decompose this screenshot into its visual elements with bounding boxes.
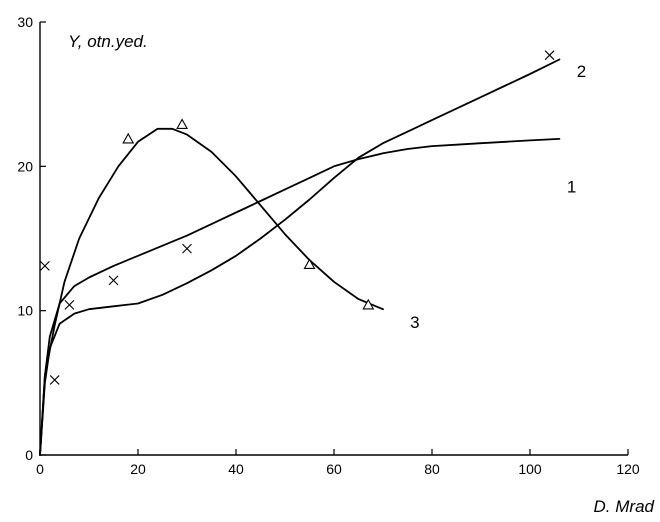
curve-label-2: 2 [577,62,586,81]
x-tick-label-3: 60 [326,461,342,477]
triangle-marker-1 [176,118,189,130]
labels: 1 2 3 [410,62,586,332]
curves [39,58,561,456]
cross-marker-5 [544,50,555,61]
y-tick-label-0: 0 [25,447,33,463]
y-tick-label-2: 20 [17,158,33,174]
curve-label-3: 3 [410,313,419,332]
cross-marker-3 [108,275,119,286]
triangle-marker-0 [122,132,135,144]
x-tick-label-0: 0 [36,461,44,477]
y-axis-label: Y, otn.yed. [68,32,148,51]
cross-marker-4 [182,243,192,254]
y-tick-label-1: 10 [17,303,33,319]
x-tick-label-1: 20 [130,461,146,477]
x-tick-label-6: 120 [616,461,640,477]
triangle-marker-3 [362,298,375,310]
curve-1 [39,138,561,456]
markers [40,50,555,385]
cross-marker-0 [40,261,50,271]
axes [39,22,628,456]
cross-marker-2 [64,300,75,310]
x-axis-label: D. Mrad [594,497,655,516]
ticks: 0 20 40 60 80 100 120 0 10 20 30 [17,14,639,477]
curve-label-1: 1 [567,178,576,197]
curve-3 [39,127,384,456]
cross-marker-1 [49,375,60,385]
y-tick-label-3: 30 [17,14,33,30]
x-tick-label-4: 80 [424,461,440,477]
x-tick-label-5: 100 [518,461,542,477]
triangle-marker-2 [303,258,316,270]
x-tick-label-2: 40 [228,461,244,477]
curve-2 [39,58,561,456]
